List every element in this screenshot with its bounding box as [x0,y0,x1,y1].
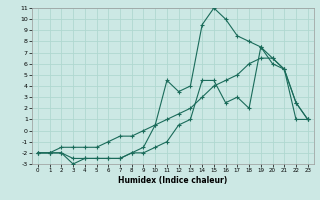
X-axis label: Humidex (Indice chaleur): Humidex (Indice chaleur) [118,176,228,185]
